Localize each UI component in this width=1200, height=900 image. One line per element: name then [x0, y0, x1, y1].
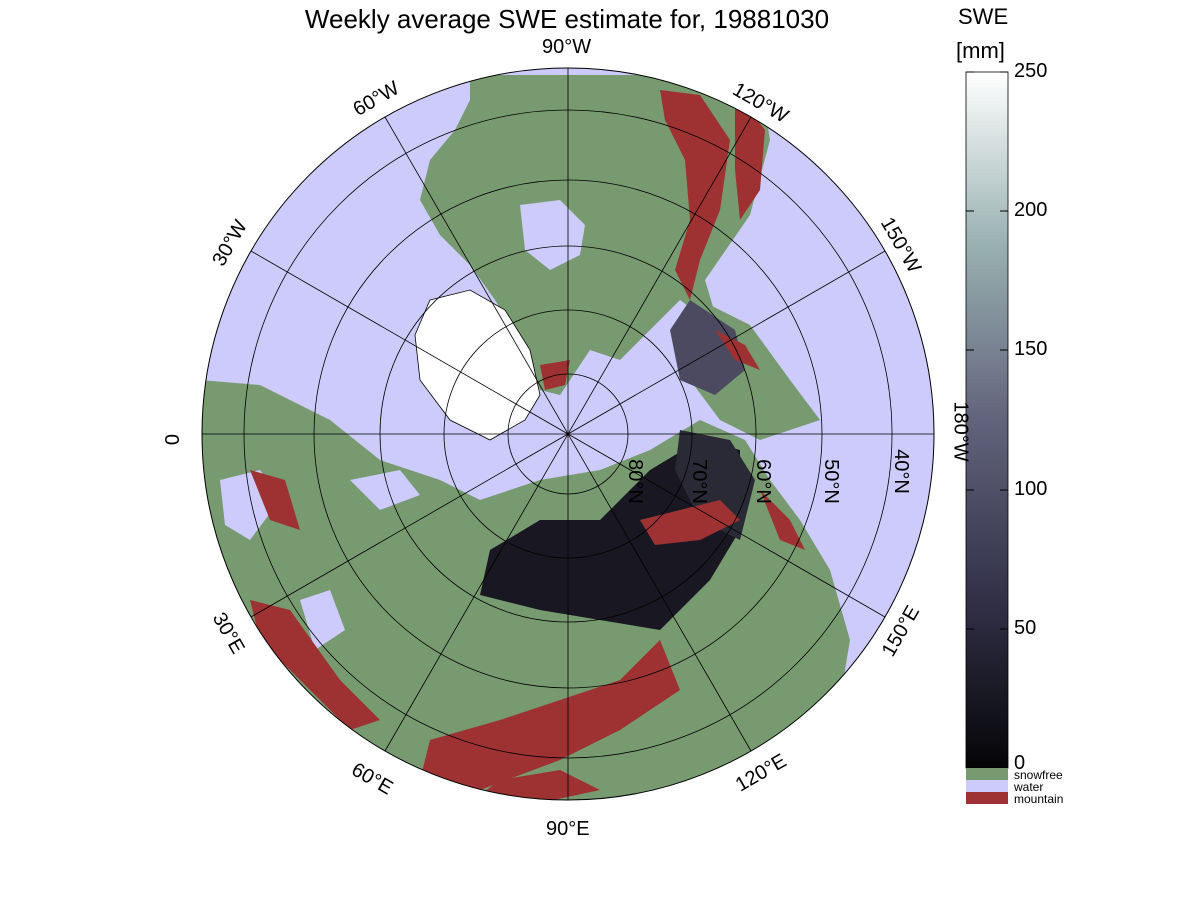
map-border: [201, 67, 935, 801]
mountain-greenland-tip: [540, 360, 570, 390]
lon-label-90e: 90°E: [546, 818, 590, 840]
colorbar-gradient: [965, 71, 1009, 769]
legend-swatch-mountain: [966, 792, 1008, 804]
legend-swatch-snowfree: [966, 768, 1008, 780]
mountain-coast-range: [735, 90, 765, 220]
mountain-siberia: [640, 500, 740, 545]
colorbar-tick-150: 150: [1014, 338, 1048, 360]
map-title: Weekly average SWE estimate for, 1988103…: [304, 4, 830, 34]
colorbar-tick-250: 250: [1014, 60, 1048, 82]
colorbar-tick-100: 100: [1014, 478, 1048, 500]
lat-label-70n: 70°N: [687, 459, 710, 504]
snow-siberia: [480, 440, 740, 630]
white-sea: [350, 470, 420, 510]
caspian-sea: [300, 590, 345, 650]
lat-label-50n: 50°N: [819, 459, 842, 504]
greenland: [414, 289, 541, 441]
colorbar-tick-200: 200: [1014, 199, 1048, 221]
mountain-alps: [250, 600, 380, 730]
lon-label-90w: 90°W: [542, 36, 592, 58]
colorbar-tick-0: 0: [1014, 752, 1026, 774]
mountain-kamchatka: [760, 490, 805, 550]
mountain-alaska: [715, 330, 760, 370]
colorbar-ticks: [966, 71, 1008, 769]
legend-swatch-water: [966, 780, 1008, 792]
hudson-bay: [520, 200, 585, 270]
lat-label-80n: 80°N: [623, 459, 646, 504]
meridian-lines: [202, 68, 934, 800]
lat-label-40n: 40°N: [889, 449, 912, 494]
mountain-urals: [250, 470, 300, 530]
lon-label-0: 0: [162, 433, 185, 446]
snow-east-siberia: [675, 430, 755, 540]
legend-label-water: water: [1014, 780, 1044, 794]
snow-alaska: [670, 300, 745, 395]
legend-label-mountain: mountain: [1014, 792, 1064, 806]
map-disc: [202, 68, 934, 800]
colorbar-tick-50: 50: [1014, 617, 1037, 639]
colorbar-label-swe: SWE: [958, 4, 1009, 29]
colorbar-label-unit: [mm]: [956, 38, 1005, 63]
lon-label-180w: 180°W: [949, 401, 972, 462]
mountain-rockies: [660, 90, 730, 300]
legend-label-snowfree: snowfree: [1014, 768, 1063, 782]
lat-label-60n: 60°N: [751, 459, 774, 504]
mountain-central-asia: [420, 640, 680, 790]
